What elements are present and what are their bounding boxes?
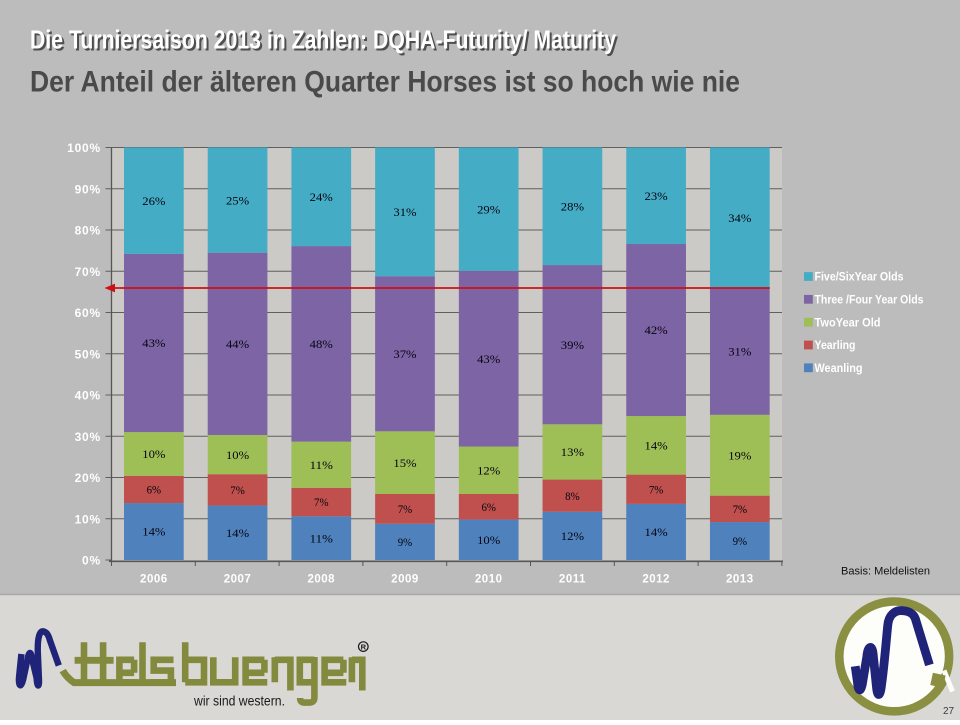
svg-text:7%: 7% bbox=[314, 496, 329, 509]
svg-text:Die Turniersaison 2013 in Zahl: Die Turniersaison 2013 in Zahlen: DQHA-F… bbox=[32, 28, 619, 56]
svg-text:6%: 6% bbox=[147, 484, 162, 497]
svg-text:7%: 7% bbox=[733, 503, 748, 516]
svg-text:80%: 80% bbox=[75, 224, 101, 238]
svg-text:13%: 13% bbox=[561, 446, 585, 459]
svg-text:wir sind western.: wir sind western. bbox=[193, 693, 285, 709]
svg-text:Three /Four Year Olds: Three /Four Year Olds bbox=[815, 294, 924, 306]
svg-text:37%: 37% bbox=[393, 348, 417, 361]
svg-text:20%: 20% bbox=[75, 471, 101, 485]
svg-text:9%: 9% bbox=[398, 536, 413, 549]
svg-text:31%: 31% bbox=[728, 346, 752, 359]
svg-text:R: R bbox=[361, 643, 367, 652]
svg-text:70%: 70% bbox=[75, 265, 101, 279]
svg-text:14%: 14% bbox=[645, 526, 669, 539]
svg-text:19%: 19% bbox=[728, 449, 752, 462]
svg-text:Basis: Meldelisten: Basis: Meldelisten bbox=[841, 566, 930, 578]
svg-text:14%: 14% bbox=[226, 527, 250, 540]
svg-text:7%: 7% bbox=[649, 483, 664, 496]
svg-text:42%: 42% bbox=[645, 324, 669, 337]
svg-text:8%: 8% bbox=[565, 490, 580, 503]
svg-text:40%: 40% bbox=[75, 389, 101, 403]
svg-text:2010: 2010 bbox=[475, 574, 503, 586]
svg-text:Die Turniersaison 2013 in Zahl: Die Turniersaison 2013 in Zahlen: DQHA-F… bbox=[30, 27, 617, 55]
svg-text:14%: 14% bbox=[645, 440, 669, 453]
svg-text:26%: 26% bbox=[142, 195, 166, 208]
svg-text:6%: 6% bbox=[481, 501, 496, 514]
svg-text:7%: 7% bbox=[230, 484, 245, 497]
svg-text:Five/SixYear Olds: Five/SixYear Olds bbox=[815, 272, 904, 284]
svg-text:2007: 2007 bbox=[224, 574, 252, 586]
svg-text:10%: 10% bbox=[477, 534, 501, 547]
svg-text:28%: 28% bbox=[561, 200, 585, 213]
svg-text:50%: 50% bbox=[75, 347, 101, 361]
svg-text:29%: 29% bbox=[477, 203, 501, 216]
svg-text:30%: 30% bbox=[75, 430, 101, 444]
svg-text:10%: 10% bbox=[142, 448, 166, 461]
svg-text:44%: 44% bbox=[226, 338, 250, 351]
svg-text:43%: 43% bbox=[142, 337, 166, 350]
svg-text:0%: 0% bbox=[82, 554, 101, 568]
svg-text:39%: 39% bbox=[561, 339, 585, 352]
svg-text:48%: 48% bbox=[310, 338, 334, 351]
svg-text:24%: 24% bbox=[310, 191, 334, 204]
svg-text:27: 27 bbox=[943, 706, 955, 717]
svg-text:Weanling: Weanling bbox=[815, 363, 863, 375]
svg-text:2008: 2008 bbox=[307, 574, 335, 586]
svg-text:25%: 25% bbox=[226, 194, 250, 207]
svg-text:2012: 2012 bbox=[642, 574, 670, 586]
svg-text:Yearling: Yearling bbox=[815, 340, 856, 352]
svg-text:2009: 2009 bbox=[391, 574, 419, 586]
svg-text:TwoYear Old: TwoYear Old bbox=[815, 317, 881, 329]
svg-text:9%: 9% bbox=[733, 535, 748, 548]
svg-text:100%: 100% bbox=[67, 141, 101, 155]
svg-text:11%: 11% bbox=[310, 459, 334, 472]
svg-text:2006: 2006 bbox=[140, 574, 168, 586]
svg-text:60%: 60% bbox=[75, 306, 101, 320]
svg-text:15%: 15% bbox=[393, 457, 417, 470]
svg-text:14%: 14% bbox=[142, 526, 166, 539]
svg-text:31%: 31% bbox=[393, 206, 417, 219]
svg-text:2011: 2011 bbox=[559, 574, 586, 586]
svg-text:12%: 12% bbox=[561, 530, 585, 543]
svg-text:43%: 43% bbox=[477, 353, 501, 366]
svg-text:10%: 10% bbox=[226, 449, 250, 462]
svg-text:Der Anteil der älteren Quarter: Der Anteil der älteren Quarter Horses is… bbox=[30, 66, 740, 99]
svg-text:23%: 23% bbox=[645, 190, 669, 203]
svg-text:34%: 34% bbox=[728, 212, 752, 225]
svg-text:12%: 12% bbox=[477, 464, 501, 477]
svg-text:90%: 90% bbox=[75, 182, 101, 196]
svg-text:10%: 10% bbox=[75, 512, 101, 526]
svg-text:7%: 7% bbox=[398, 503, 413, 516]
svg-text:11%: 11% bbox=[310, 532, 334, 545]
svg-text:2013: 2013 bbox=[726, 574, 754, 586]
